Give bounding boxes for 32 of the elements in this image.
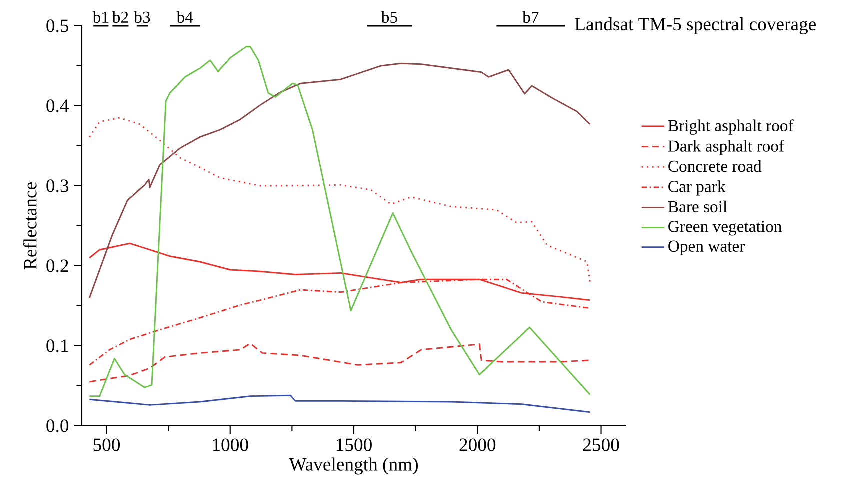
series-label: b4 xyxy=(176,11,194,24)
x-tick-label: 2500 xyxy=(583,438,620,452)
series-label: b5 xyxy=(381,11,398,24)
legend-label: Car park xyxy=(668,180,726,196)
line-series xyxy=(88,117,591,283)
legend-label: b1 xyxy=(92,11,109,24)
y-tick-label: 0.2 xyxy=(46,260,68,272)
legend-label: Dark asphalt roof xyxy=(668,140,785,156)
y-tick-label: 0.4 xyxy=(46,100,70,112)
y-tick-label: 0.3 xyxy=(46,180,69,192)
y-tick-label: 0.0 xyxy=(46,420,69,432)
x-axis-title: Wavelength (nm) xyxy=(289,458,418,475)
legend-label: Green vegetation xyxy=(668,221,782,236)
series-label: b2 xyxy=(112,11,128,24)
series-label: b7 xyxy=(522,11,539,24)
series-label: b3 xyxy=(134,11,150,24)
x-tick-label: 1000 xyxy=(213,438,248,452)
line-series xyxy=(88,342,591,383)
legend-label: Bare soil xyxy=(668,200,728,213)
legend-label: Open water xyxy=(668,240,746,256)
legend-label: Concrete road xyxy=(668,160,762,172)
line-series xyxy=(88,394,591,414)
line-series xyxy=(88,62,591,299)
x-tick-label: 500 xyxy=(94,438,120,452)
x-tick-label: 1500 xyxy=(336,438,372,452)
annotation: Landsat TM-5 spectral coverage xyxy=(575,17,816,34)
y-axis-title: Reflectance xyxy=(23,182,37,270)
y-tick-label: 0.1 xyxy=(46,340,68,352)
legend-label: Bright asphalt roof xyxy=(668,120,794,135)
y-tick-label: 0.5 xyxy=(46,20,69,32)
x-tick-label: 2000 xyxy=(460,438,496,452)
line-series xyxy=(88,46,591,398)
